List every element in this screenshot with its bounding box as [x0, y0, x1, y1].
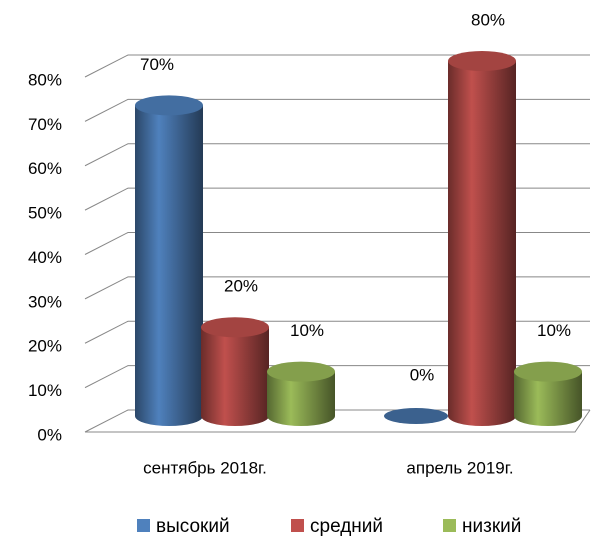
grid-line: [84, 365, 590, 389]
y-tick-label: 10%: [28, 381, 62, 400]
legend-swatch: [443, 519, 456, 532]
legend-label: низкий: [462, 516, 521, 537]
bar: [514, 361, 582, 426]
value-label: 70%: [140, 55, 174, 74]
grid-line: [84, 143, 590, 167]
grid-line: [84, 232, 590, 255]
legend-label: средний: [310, 516, 383, 537]
y-tick-label: 70%: [28, 115, 62, 134]
value-label: 10%: [537, 321, 571, 340]
bar: [384, 408, 448, 424]
y-tick-label: 80%: [28, 70, 62, 89]
y-tick-label: 40%: [28, 248, 62, 267]
bar: [135, 95, 203, 426]
grid-line: [84, 54, 590, 78]
x-tick-label: сентябрь 2018г.: [143, 458, 267, 477]
bar: [201, 317, 269, 426]
y-tick-label: 30%: [28, 292, 62, 311]
grid-line: [84, 98, 590, 122]
grid-line: [84, 276, 590, 300]
legend-swatch: [291, 519, 304, 532]
bar: [448, 51, 516, 426]
value-label: 20%: [224, 277, 258, 296]
value-label: 0%: [410, 365, 435, 384]
value-label: 10%: [290, 321, 324, 340]
grid-line: [84, 320, 590, 344]
floor-edge: [85, 409, 591, 433]
grid-line: [84, 187, 590, 211]
y-tick-label: 60%: [28, 159, 62, 178]
value-label: 80%: [471, 10, 505, 29]
y-tick-label: 50%: [28, 204, 62, 223]
legend-swatch: [137, 519, 150, 532]
x-tick-label: апрель 2019г.: [406, 458, 513, 477]
y-tick-label: 20%: [28, 337, 62, 356]
bar: [267, 361, 335, 426]
legend-label: высокий: [156, 516, 230, 537]
y-tick-label: 0%: [37, 425, 62, 444]
